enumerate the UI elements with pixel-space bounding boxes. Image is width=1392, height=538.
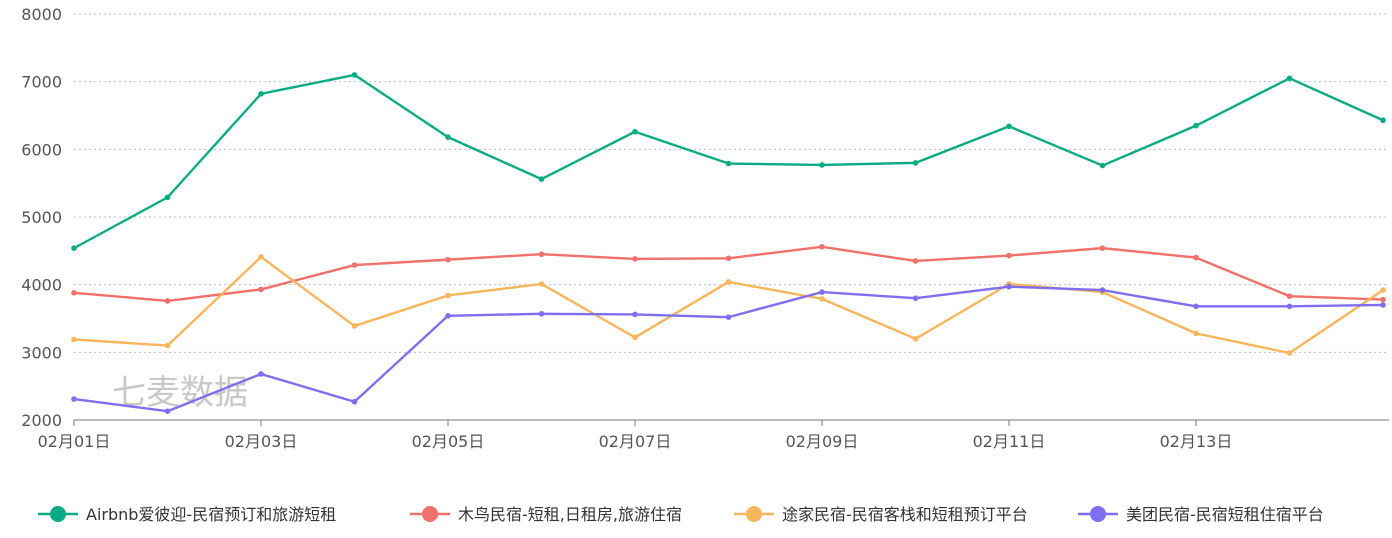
data-point[interactable] bbox=[1193, 303, 1199, 310]
legend-item-4[interactable]: 美团民宿-民宿短租住宿平台 bbox=[1078, 505, 1324, 524]
series-line-4[interactable] bbox=[73, 285, 1384, 413]
legend-label: Airbnb爱彼迎-民宿预订和旅游短租 bbox=[86, 505, 336, 524]
y-tick-label: 3000 bbox=[21, 343, 62, 362]
data-point[interactable] bbox=[1193, 122, 1199, 129]
data-point[interactable] bbox=[819, 296, 825, 302]
data-point[interactable] bbox=[912, 258, 919, 264]
data-point[interactable] bbox=[912, 295, 919, 302]
data-point[interactable] bbox=[258, 91, 264, 97]
data-point[interactable] bbox=[445, 312, 451, 319]
data-point[interactable] bbox=[538, 176, 545, 182]
data-point[interactable] bbox=[1286, 293, 1293, 299]
data-point[interactable] bbox=[632, 128, 638, 135]
data-point[interactable] bbox=[819, 243, 825, 250]
x-tick-label: 02月09日 bbox=[786, 432, 859, 451]
data-point[interactable] bbox=[819, 289, 825, 295]
data-point[interactable] bbox=[258, 371, 264, 377]
data-point[interactable] bbox=[71, 396, 77, 402]
data-point[interactable] bbox=[351, 323, 358, 329]
data-point[interactable] bbox=[538, 310, 545, 317]
data-point[interactable] bbox=[725, 279, 732, 285]
data-point[interactable] bbox=[164, 408, 171, 415]
data-point[interactable] bbox=[164, 194, 171, 201]
data-point[interactable] bbox=[71, 245, 77, 251]
series bbox=[71, 72, 1386, 415]
data-point[interactable] bbox=[1006, 252, 1012, 259]
data-point[interactable] bbox=[1006, 123, 1012, 130]
legend-item-3[interactable]: 途家民宿-民宿客栈和短租预订平台 bbox=[734, 505, 1028, 524]
data-point[interactable] bbox=[1193, 254, 1199, 261]
x-axis: 02月01日 02月03日 02月05日 02月07日 02月09日 02月11日 02月1… bbox=[38, 419, 1389, 451]
x-tick-label: 02月03日 bbox=[225, 432, 298, 451]
data-point[interactable] bbox=[1380, 287, 1386, 293]
legend-marker bbox=[746, 506, 762, 522]
data-point[interactable] bbox=[725, 255, 732, 262]
x-tick-label: 02月05日 bbox=[412, 432, 485, 451]
y-tick-label: 2000 bbox=[21, 411, 62, 430]
legend-label: 木鸟民宿-短租,日租房,旅游住宿 bbox=[458, 505, 682, 524]
data-point[interactable] bbox=[632, 256, 638, 262]
data-point[interactable] bbox=[912, 160, 919, 166]
data-point[interactable] bbox=[1286, 75, 1293, 82]
data-point[interactable] bbox=[164, 298, 171, 304]
series-group bbox=[71, 72, 1386, 415]
y-tick-label: 8000 bbox=[21, 5, 62, 24]
data-point[interactable] bbox=[164, 342, 171, 349]
legend-label: 途家民宿-民宿客栈和短租预订平台 bbox=[782, 505, 1028, 524]
legend-marker bbox=[50, 506, 66, 522]
x-tick-label: 02月01日 bbox=[38, 432, 111, 451]
data-point[interactable] bbox=[1099, 245, 1106, 251]
legend-marker bbox=[422, 506, 438, 522]
data-point[interactable] bbox=[71, 289, 77, 296]
y-axis: 2000 3000 4000 5000 6000 7000 8000 bbox=[21, 5, 62, 430]
data-point[interactable] bbox=[1099, 162, 1106, 169]
data-point[interactable] bbox=[1380, 296, 1386, 303]
y-tick-label: 5000 bbox=[21, 208, 62, 227]
x-tick-label: 02月11日 bbox=[973, 432, 1046, 451]
data-point[interactable] bbox=[351, 262, 358, 268]
y-tick-label: 6000 bbox=[21, 140, 62, 159]
data-point[interactable] bbox=[538, 251, 545, 258]
legend-item-1[interactable]: Airbnb爱彼迎-民宿预订和旅游短租 bbox=[38, 505, 336, 524]
data-point[interactable] bbox=[445, 134, 451, 140]
data-point[interactable] bbox=[725, 160, 732, 167]
data-point[interactable] bbox=[538, 281, 545, 287]
data-point[interactable] bbox=[819, 162, 825, 168]
data-point[interactable] bbox=[725, 314, 732, 320]
data-point[interactable] bbox=[351, 72, 358, 78]
data-point[interactable] bbox=[1380, 302, 1386, 308]
legend-label: 美团民宿-民宿短租住宿平台 bbox=[1126, 505, 1324, 524]
grid bbox=[74, 13, 1389, 353]
data-point[interactable] bbox=[71, 336, 77, 343]
data-point[interactable] bbox=[1006, 283, 1012, 290]
data-point[interactable] bbox=[1099, 287, 1106, 293]
data-point[interactable] bbox=[912, 336, 919, 342]
data-point[interactable] bbox=[632, 311, 638, 318]
data-point[interactable] bbox=[445, 256, 451, 263]
y-tick-label: 7000 bbox=[21, 73, 62, 92]
legend-marker bbox=[1090, 506, 1106, 522]
x-tick-label: 02月13日 bbox=[1160, 432, 1233, 451]
y-tick-label: 4000 bbox=[21, 276, 62, 295]
data-point[interactable] bbox=[632, 334, 638, 341]
data-point[interactable] bbox=[258, 286, 264, 293]
x-tick-label: 02月07日 bbox=[599, 432, 672, 451]
data-point[interactable] bbox=[351, 398, 358, 405]
data-point[interactable] bbox=[1286, 350, 1293, 356]
data-point[interactable] bbox=[1380, 117, 1386, 124]
legend-item-2[interactable]: 木鸟民宿-短租,日租房,旅游住宿 bbox=[410, 505, 682, 524]
series-line-2[interactable] bbox=[73, 245, 1384, 303]
data-point[interactable] bbox=[1193, 330, 1199, 337]
legend[interactable]: Airbnb爱彼迎-民宿预订和旅游短租 木鸟民宿-短租,日租房,旅游住宿 途家民宿-… bbox=[38, 505, 1324, 524]
data-point[interactable] bbox=[445, 292, 451, 299]
data-point[interactable] bbox=[1286, 303, 1293, 310]
data-point[interactable] bbox=[258, 254, 264, 260]
